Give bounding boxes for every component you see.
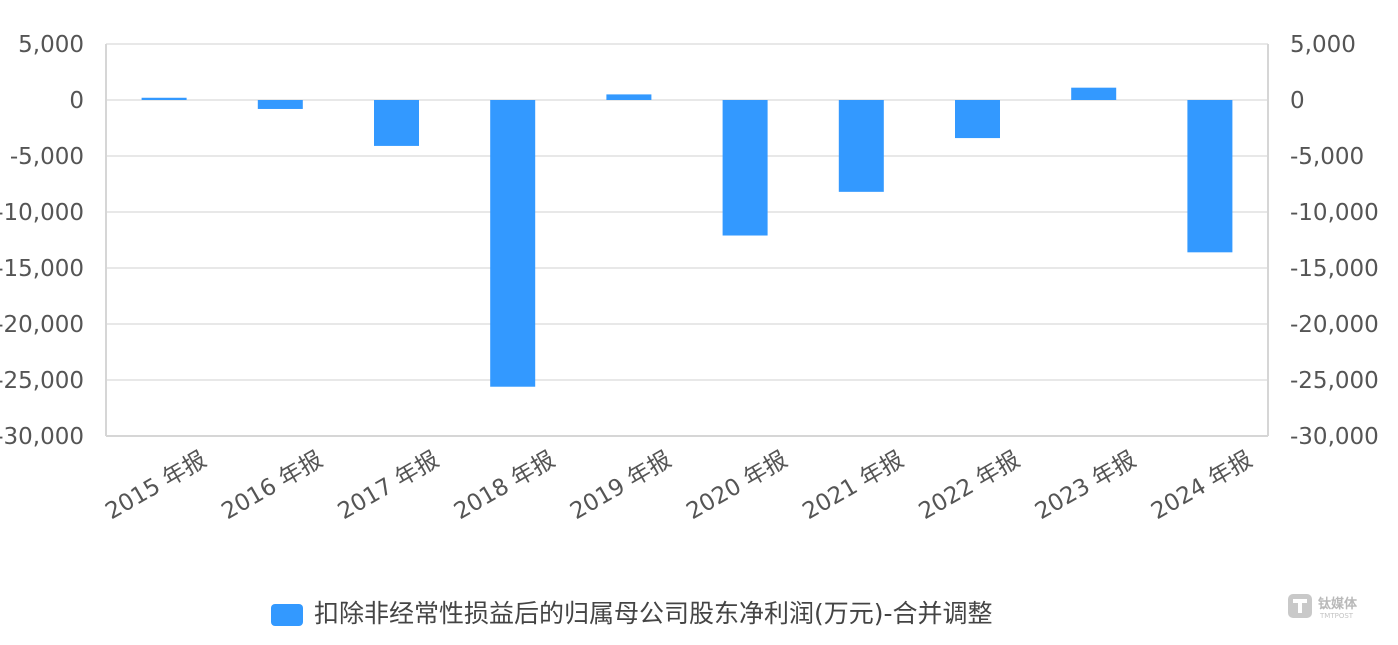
y-tick-label: -15,000 [0,256,84,282]
y-tick-label: 0 [69,88,84,114]
y-tick-label-right: 5,000 [1290,32,1356,58]
y-tick-label: -30,000 [0,424,84,450]
left-y-tick-labels: 5,000 0 -5,000 -10,000 -15,000 -20,000 -25,000… [0,32,84,450]
y-tick-label-right: -15,000 [1290,256,1379,282]
bar [722,100,768,236]
watermark: 钛媒体 TMTPOST [1288,594,1358,620]
y-tick-label-right: -30,000 [1290,424,1379,450]
legend-swatch [271,604,303,626]
x-tick-label: 2022 年报 [915,447,1025,525]
y-tick-label: -20,000 [0,312,84,338]
tmtpost-logo-icon [1288,594,1312,618]
y-tick-label: -10,000 [0,200,84,226]
bar [490,100,536,387]
bars [141,87,1233,387]
x-tick-label: 2019 年报 [566,447,676,525]
y-tick-label-right: 0 [1290,88,1305,114]
x-tick-label: 2016 年报 [217,447,327,525]
bar [1187,100,1233,253]
bar [257,100,303,109]
x-tick-label: 2024 年报 [1147,447,1257,525]
x-tick-label: 2017 年报 [334,447,444,525]
legend-label: 扣除非经常性损益后的归属母公司股东净利润(万元)-合并调整 [314,599,993,628]
bar [955,100,1000,139]
x-tick-label: 2020 年报 [682,447,792,525]
watermark-subtext: TMTPOST [1319,612,1354,620]
bar [374,100,419,146]
watermark-text: 钛媒体 [1317,596,1358,612]
x-tick-label: 2023 年报 [1031,447,1141,525]
x-tick-label: 2015 年报 [101,447,211,525]
bar [1071,87,1117,100]
y-tick-label: 5,000 [18,32,84,58]
bar [141,97,187,100]
y-tick-label-right: -20,000 [1290,312,1379,338]
x-tick-label: 2021 年报 [798,447,908,525]
y-tick-label-right: -10,000 [1290,200,1379,226]
x-tick-label: 2018 年报 [450,447,560,525]
right-y-tick-labels: 5,000 0 -5,000 -10,000 -15,000 -20,000 -25,000… [1290,32,1379,450]
axes [105,44,1269,437]
legend: 扣除非经常性损益后的归属母公司股东净利润(万元)-合并调整 [271,599,993,628]
x-tick-labels: 2015 年报 2016 年报 2017 年报 2018 年报 2019 年报 2020 … [101,447,1257,525]
y-tick-label-right: -5,000 [1290,144,1364,170]
bar [606,94,652,100]
y-tick-label-right: -25,000 [1290,368,1379,394]
bar [838,100,884,192]
y-tick-label: -25,000 [0,368,84,394]
y-tick-label: -5,000 [10,144,84,170]
